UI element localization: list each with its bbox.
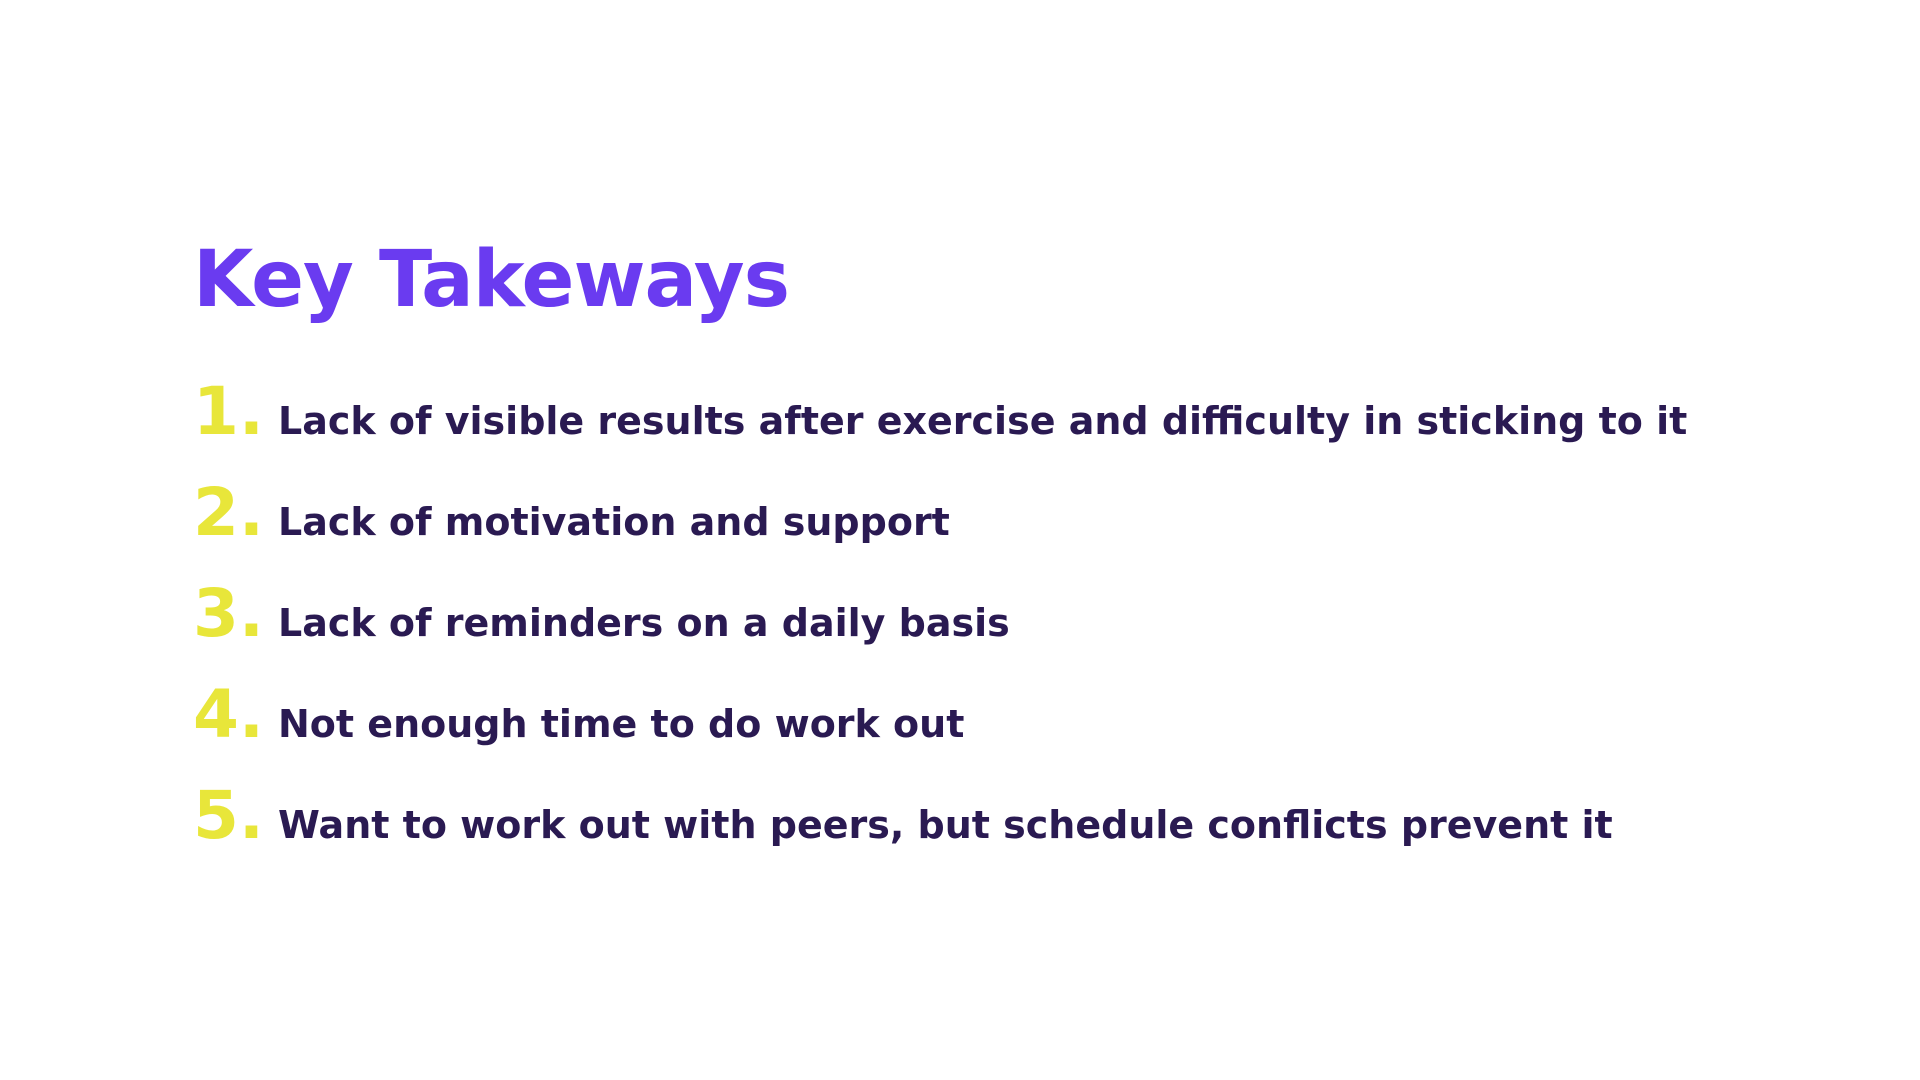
slide-title: Key Takeways	[193, 235, 790, 325]
takeaway-number: 2.	[193, 474, 264, 551]
takeaway-item-1: 1. Lack of visible results after exercis…	[193, 372, 1687, 473]
takeaway-number: 1.	[193, 373, 264, 450]
takeaway-text: Lack of visible results after exercise a…	[278, 399, 1688, 443]
takeaway-number: 3.	[193, 575, 264, 652]
takeaway-text: Lack of reminders on a daily basis	[278, 601, 1010, 645]
takeaway-item-5: 5. Want to work out with peers, but sche…	[193, 776, 1687, 877]
takeaway-number: 5.	[193, 777, 264, 854]
takeaway-number: 4.	[193, 676, 264, 753]
takeaway-list: 1. Lack of visible results after exercis…	[193, 372, 1687, 877]
takeaway-text: Not enough time to do work out	[278, 702, 965, 746]
takeaway-item-2: 2. Lack of motivation and support	[193, 473, 1687, 574]
takeaway-item-4: 4. Not enough time to do work out	[193, 675, 1687, 776]
takeaway-text: Want to work out with peers, but schedul…	[278, 803, 1613, 847]
takeaway-item-3: 3. Lack of reminders on a daily basis	[193, 574, 1687, 675]
takeaway-text: Lack of motivation and support	[278, 500, 950, 544]
